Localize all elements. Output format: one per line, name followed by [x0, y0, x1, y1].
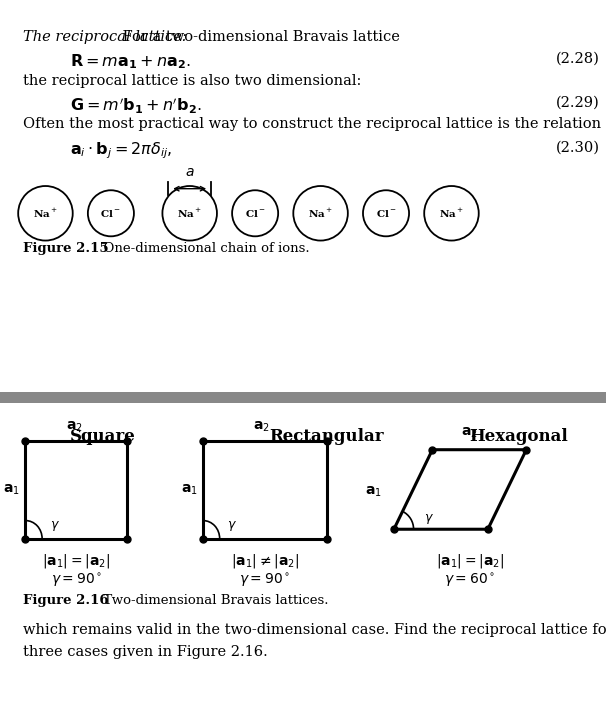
Text: $|\mathbf{a}_1|= |\mathbf{a}_2|$: $|\mathbf{a}_1|= |\mathbf{a}_2|$: [436, 552, 504, 570]
Text: Na$^+$: Na$^+$: [439, 207, 464, 220]
Text: For a two-dimensional Bravais lattice: For a two-dimensional Bravais lattice: [118, 30, 400, 44]
Text: (2.29): (2.29): [556, 95, 600, 109]
Text: $\gamma = 60^\circ$: $\gamma = 60^\circ$: [444, 571, 495, 589]
Text: $\mathbf{a}_2$: $\mathbf{a}_2$: [253, 419, 270, 434]
Text: Hexagonal: Hexagonal: [470, 428, 568, 445]
Text: (2.30): (2.30): [556, 140, 601, 154]
Text: Na$^+$: Na$^+$: [177, 207, 202, 220]
Text: One-dimensional chain of ions.: One-dimensional chain of ions.: [95, 242, 309, 255]
Text: $\mathbf{a}_1$: $\mathbf{a}_1$: [2, 483, 19, 497]
Text: The reciprocal lattice:: The reciprocal lattice:: [23, 30, 187, 44]
Text: Often the most practical way to construct the reciprocal lattice is the relation: Often the most practical way to construc…: [23, 117, 601, 131]
Text: $|\mathbf{a}_1|= |\mathbf{a}_2|$: $|\mathbf{a}_1|= |\mathbf{a}_2|$: [42, 552, 110, 570]
Text: $\mathbf{a}_2$: $\mathbf{a}_2$: [65, 419, 82, 434]
Text: Figure 2.15: Figure 2.15: [23, 242, 108, 255]
Text: Figure 2.16: Figure 2.16: [23, 594, 108, 607]
Text: Na$^+$: Na$^+$: [308, 207, 333, 220]
Text: the reciprocal lattice is also two dimensional:: the reciprocal lattice is also two dimen…: [23, 74, 361, 87]
Text: $\mathbf{a}_i \cdot \mathbf{b}_j = 2\pi\delta_{ij},$: $\mathbf{a}_i \cdot \mathbf{b}_j = 2\pi\…: [70, 140, 172, 161]
Text: $\mathbf{a}_1$: $\mathbf{a}_1$: [181, 483, 198, 497]
Text: $\mathbf{a}_1$: $\mathbf{a}_1$: [365, 484, 382, 499]
Text: $\gamma$: $\gamma$: [227, 519, 237, 534]
Text: $\gamma = 90^\circ$: $\gamma = 90^\circ$: [239, 571, 290, 589]
Text: Cl$^-$: Cl$^-$: [245, 208, 265, 219]
Text: $\mathbf{G} = m'\mathbf{b}_{\mathbf{1}} + n'\mathbf{b}_{\mathbf{2}}.$: $\mathbf{G} = m'\mathbf{b}_{\mathbf{1}} …: [70, 95, 201, 116]
Text: Square: Square: [70, 428, 135, 445]
Bar: [0, 392, 606, 403]
Text: $\gamma$: $\gamma$: [424, 512, 434, 526]
Text: three cases given in Figure 2.16.: three cases given in Figure 2.16.: [23, 645, 268, 659]
Text: $\gamma$: $\gamma$: [50, 519, 59, 534]
Text: which remains valid in the two-dimensional case. Find the reciprocal lattice for: which remains valid in the two-dimension…: [23, 623, 606, 637]
Text: Cl$^-$: Cl$^-$: [376, 208, 396, 219]
Text: $a$: $a$: [185, 166, 195, 179]
Text: $\gamma = 90^\circ$: $\gamma = 90^\circ$: [51, 571, 102, 589]
Text: (2.28): (2.28): [556, 52, 600, 66]
Text: Two-dimensional Bravais lattices.: Two-dimensional Bravais lattices.: [95, 594, 328, 607]
Text: $\mathbf{R} = m\mathbf{a}_{\mathbf{1}} + n\mathbf{a}_{\mathbf{2}}.$: $\mathbf{R} = m\mathbf{a}_{\mathbf{1}} +…: [70, 52, 191, 71]
Text: $\mathbf{a}_2$: $\mathbf{a}_2$: [461, 425, 478, 440]
Text: Na$^+$: Na$^+$: [33, 207, 58, 220]
Text: $|\mathbf{a}_1|\neq |\mathbf{a}_2|$: $|\mathbf{a}_1|\neq |\mathbf{a}_2|$: [231, 552, 299, 570]
Text: Rectangular: Rectangular: [270, 428, 384, 445]
Text: Cl$^-$: Cl$^-$: [101, 208, 121, 219]
